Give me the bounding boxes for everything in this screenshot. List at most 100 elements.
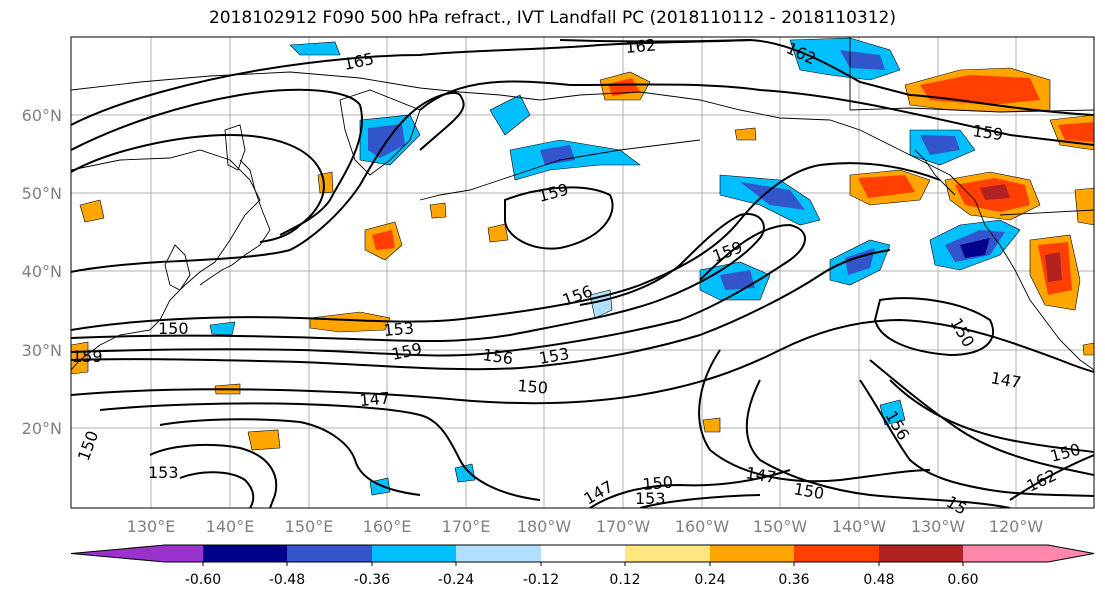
- lon-label: 160°E: [363, 517, 412, 536]
- contour-162-se: [1009, 454, 1094, 501]
- positive-anomaly: [71, 341, 89, 375]
- contour-label: 150: [158, 319, 189, 338]
- colorbar-segment: [710, 545, 794, 562]
- coastline-korea: [164, 244, 191, 291]
- coastline-canada-border: [849, 37, 1094, 113]
- positive-anomaly: [980, 184, 1010, 200]
- contour-162-north: [71, 38, 1094, 236]
- colorbar-segment: [372, 545, 456, 562]
- lon-label: 170°E: [442, 517, 491, 536]
- colorbar-tick-label: 0.60: [947, 572, 978, 588]
- positive-anomaly: [1082, 342, 1094, 356]
- positive-anomaly: [608, 78, 640, 96]
- colorbar-tick-label: 0.24: [694, 572, 725, 588]
- coastlines: [71, 37, 1094, 371]
- contour-159-loop: [504, 186, 614, 250]
- negative-anomaly: [489, 94, 531, 136]
- contour-156-east: [859, 379, 1094, 497]
- contour-label: 153: [148, 463, 179, 482]
- coastline-alaska: [459, 91, 951, 176]
- negative-anomaly: [720, 270, 755, 290]
- contour-153: [71, 223, 806, 357]
- positive-anomaly: [317, 171, 334, 194]
- colorbar-tick-label: -0.24: [438, 572, 474, 588]
- positive-anomaly: [372, 230, 395, 250]
- negative-anomaly: [289, 41, 341, 56]
- negative-anomaly: [540, 145, 575, 165]
- contour-150-east: [745, 379, 1011, 508]
- lat-label: 60°N: [22, 106, 62, 125]
- contour-159-a: [71, 91, 465, 273]
- positive-anomaly: [1045, 252, 1062, 282]
- coastline-usa-border: [999, 209, 1094, 216]
- colorbar-tick-label: -0.48: [269, 572, 305, 588]
- positive-anomaly: [429, 202, 447, 219]
- contour-south-150: [639, 494, 761, 508]
- lon-label: 130°E: [127, 517, 176, 536]
- colorbar-segment: [71, 545, 203, 562]
- negative-blobs: [209, 37, 1021, 496]
- positive-anomaly: [734, 127, 757, 141]
- contour-label: 150: [642, 472, 674, 494]
- lat-label: 50°N: [22, 184, 62, 203]
- contour-147: [71, 318, 1094, 405]
- contour-south-147: [589, 469, 791, 508]
- positive-anomaly: [858, 175, 915, 198]
- lon-label: 140°E: [206, 517, 255, 536]
- negative-anomaly: [960, 238, 990, 258]
- lat-label: 30°N: [22, 341, 62, 360]
- coastline-sakhalin: [224, 124, 246, 171]
- colorbar-tick-labels: -0.60 -0.48 -0.36 -0.24 -0.12 0.12 0.24 …: [185, 572, 979, 588]
- negative-anomaly: [454, 463, 476, 483]
- lon-label: 120°W: [989, 517, 1044, 536]
- coastline-northamerica: [949, 174, 1094, 371]
- contour-153-south: [149, 443, 278, 508]
- coastline-siberia: [71, 71, 461, 93]
- contour-156-south: [179, 471, 255, 508]
- positive-anomaly: [702, 417, 721, 433]
- negative-anomaly: [920, 135, 960, 155]
- refractivity-contours: [71, 38, 1094, 508]
- colorbar-tick-label: -0.60: [185, 572, 221, 588]
- map-frame: [70, 36, 1095, 509]
- contour-label: 156: [481, 345, 514, 368]
- contour-159-b: [71, 162, 941, 331]
- lat-label: 20°N: [22, 419, 62, 438]
- lon-label: 180°W: [517, 517, 572, 536]
- contour-153-east: [889, 379, 1094, 453]
- positive-anomaly: [487, 223, 509, 243]
- negative-anomaly: [740, 182, 805, 210]
- positive-blobs: [71, 67, 1094, 451]
- latitude-labels: 60°N 50°N 40°N 30°N 20°N: [22, 106, 62, 438]
- positive-anomaly: [79, 199, 105, 223]
- coastline-bc-islands: [914, 149, 956, 196]
- contour-label: 159: [72, 347, 103, 366]
- colorbar-segment: [287, 545, 372, 562]
- lon-label: 150°E: [285, 517, 334, 536]
- contour-label: 147: [359, 388, 391, 410]
- positive-anomaly: [920, 75, 1040, 105]
- colorbar-tick-label: 0.36: [778, 572, 809, 588]
- contour-150-loop: [873, 297, 995, 357]
- lat-label: 40°N: [22, 262, 62, 281]
- colorbar-segment: [203, 545, 287, 562]
- colorbar-segment: [541, 545, 625, 562]
- contour-label: 153: [383, 318, 415, 340]
- coastline-asia: [71, 149, 261, 371]
- ivt-shading: [71, 37, 1094, 496]
- contour-165: [71, 39, 751, 126]
- positive-anomaly: [247, 429, 281, 451]
- map-panel: [71, 37, 1094, 508]
- lon-label: 150°W: [753, 517, 808, 536]
- colorbar-segment: [879, 545, 963, 562]
- contour-label: 159: [971, 121, 1004, 144]
- longitude-labels: 130°E 140°E 150°E 160°E 170°E 180°W 170°…: [127, 517, 1044, 536]
- coastline-japan: [199, 159, 271, 286]
- lon-label: 160°W: [675, 517, 730, 536]
- colorbar-segments: [70, 544, 1095, 563]
- contour-label: 153: [635, 489, 666, 508]
- contour-147-south: [99, 402, 541, 501]
- colorbar-segment: [625, 545, 710, 562]
- colorbar: -0.60 -0.48 -0.36 -0.24 -0.12 0.12 0.24 …: [70, 544, 1095, 588]
